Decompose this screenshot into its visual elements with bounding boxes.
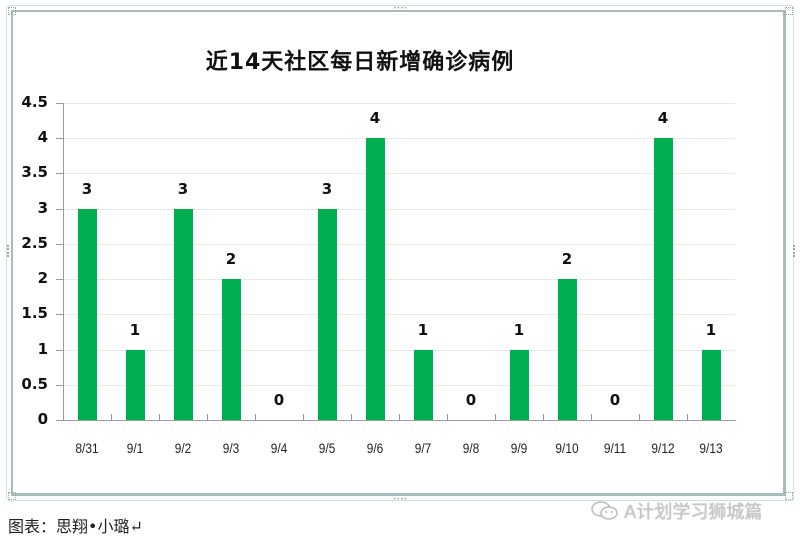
- data-label: 1: [417, 321, 429, 339]
- data-label: 0: [465, 391, 477, 409]
- bar-8-31[interactable]: [78, 209, 97, 420]
- x-tick-label: 8/31: [75, 440, 99, 456]
- x-tick-label: 9/2: [174, 440, 192, 456]
- x-tick-label: 9/10: [555, 440, 579, 456]
- y-tick-mark: [56, 314, 63, 315]
- x-tick-label: 9/9: [510, 440, 528, 456]
- x-tick-label: 9/8: [462, 440, 480, 456]
- y-tick-mark: [56, 173, 63, 174]
- y-tick-label: 4.5: [21, 93, 48, 111]
- y-tick-label: 1: [37, 340, 48, 358]
- x-tick-mark: [159, 414, 160, 420]
- x-tick-label: 9/7: [414, 440, 432, 456]
- y-tick-mark: [56, 209, 63, 210]
- data-label: 4: [369, 109, 381, 127]
- y-tick-mark: [56, 385, 63, 386]
- x-tick-mark: [543, 414, 544, 420]
- data-label: 4: [657, 109, 669, 127]
- watermark: A计划学习狮城篇: [590, 498, 762, 524]
- bar-9-13[interactable]: [702, 350, 721, 420]
- gridline: [63, 138, 735, 139]
- x-tick-mark: [111, 414, 112, 420]
- bar-9-6[interactable]: [366, 138, 385, 420]
- y-tick-label: 3.5: [21, 163, 48, 181]
- y-tick-label: 3: [37, 199, 48, 217]
- x-tick-mark: [399, 414, 400, 420]
- chart-title: 近14天社区每日新增确诊病例: [205, 50, 515, 75]
- x-tick-label: 9/5: [318, 440, 336, 456]
- bar-9-2[interactable]: [174, 209, 193, 420]
- resize-handle-top-left[interactable]: [8, 7, 16, 15]
- data-label: 3: [81, 180, 93, 198]
- x-tick-label: 9/13: [699, 440, 723, 456]
- x-tick-mark: [255, 414, 256, 420]
- gridline: [63, 244, 735, 245]
- bar-9-7[interactable]: [414, 350, 433, 420]
- x-tick-label: 9/1: [126, 440, 144, 456]
- resize-handle-right[interactable]: [793, 245, 798, 257]
- resize-handle-bottom[interactable]: ••••: [393, 496, 408, 503]
- y-tick-mark: [56, 103, 63, 104]
- bar-9-5[interactable]: [318, 209, 337, 420]
- wechat-icon: [590, 500, 620, 522]
- figure-caption: 图表：思翔•小璐↵: [8, 517, 143, 536]
- gridline: [63, 173, 735, 174]
- gridline: [63, 279, 735, 280]
- x-tick-label: 9/4: [270, 440, 288, 456]
- x-tick-mark: [495, 414, 496, 420]
- x-tick-mark: [207, 414, 208, 420]
- x-tick-label: 9/12: [651, 440, 675, 456]
- y-tick-label: 0.5: [21, 375, 48, 393]
- bar-9-10[interactable]: [558, 279, 577, 420]
- y-tick-label: 2.5: [21, 234, 48, 252]
- x-tick-mark: [687, 414, 688, 420]
- gridline: [63, 209, 735, 210]
- gridline: [63, 103, 735, 104]
- x-tick-mark: [351, 414, 352, 420]
- x-tick-mark: [447, 414, 448, 420]
- bar-9-3[interactable]: [222, 279, 241, 420]
- y-tick-label: 0: [37, 410, 48, 428]
- data-label: 1: [705, 321, 717, 339]
- data-label: 0: [609, 391, 621, 409]
- resize-handle-top-right[interactable]: [785, 7, 793, 15]
- data-label: 1: [129, 321, 141, 339]
- x-tick-label: 9/6: [366, 440, 384, 456]
- x-tick-mark: [591, 414, 592, 420]
- gridline: [63, 314, 735, 315]
- data-label: 3: [177, 180, 189, 198]
- bar-9-9[interactable]: [510, 350, 529, 420]
- x-tick-label: 9/11: [603, 440, 627, 456]
- y-tick-label: 4: [37, 128, 48, 146]
- x-tick-label: 9/3: [222, 440, 240, 456]
- y-tick-mark: [56, 350, 63, 351]
- data-label: 1: [513, 321, 525, 339]
- data-label: 2: [225, 250, 237, 268]
- gridline: [63, 350, 735, 351]
- data-label: 0: [273, 391, 285, 409]
- y-tick-label: 2: [37, 269, 48, 287]
- y-tick-mark: [56, 244, 63, 245]
- watermark-text: A计划学习狮城篇: [624, 502, 763, 523]
- x-tick-mark: [639, 414, 640, 420]
- bar-9-12[interactable]: [654, 138, 673, 420]
- resize-handle-bottom-right[interactable]: [785, 492, 793, 500]
- y-tick-mark: [56, 138, 63, 139]
- data-label: 3: [321, 180, 333, 198]
- resize-handle-top[interactable]: ••••: [393, 5, 408, 12]
- y-axis: [63, 103, 64, 421]
- data-label: 2: [561, 250, 573, 268]
- bar-9-1[interactable]: [126, 350, 145, 420]
- y-tick-label: 1.5: [21, 304, 48, 322]
- resize-handle-left[interactable]: [7, 245, 12, 257]
- resize-handle-bottom-left[interactable]: [8, 492, 16, 500]
- gridline: [63, 385, 735, 386]
- x-axis: [56, 420, 736, 421]
- y-tick-mark: [56, 279, 63, 280]
- x-tick-mark: [303, 414, 304, 420]
